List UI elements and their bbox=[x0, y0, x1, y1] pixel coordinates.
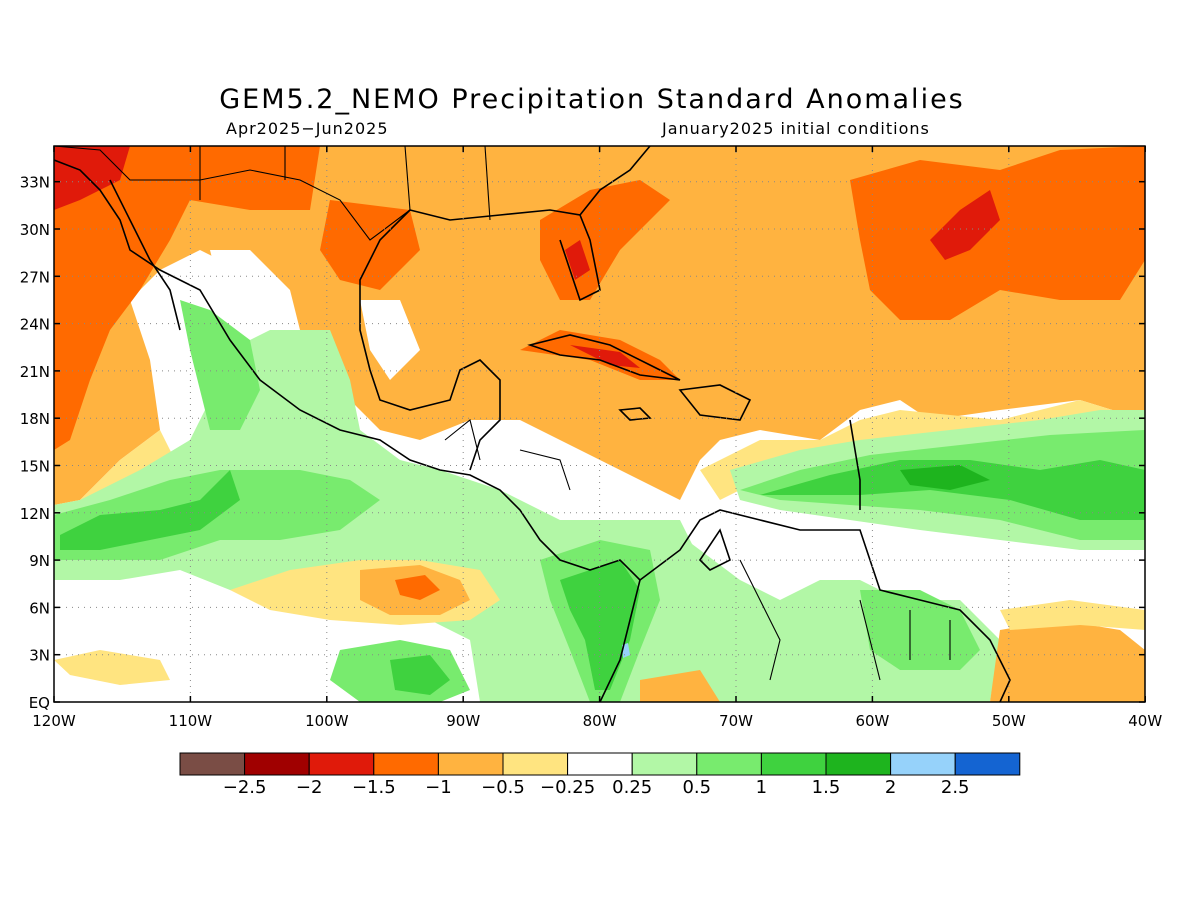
white-gulf bbox=[360, 300, 420, 380]
orange-texas bbox=[320, 200, 420, 290]
lat-label: 27N bbox=[20, 268, 50, 286]
colorbar-swatch bbox=[502, 752, 569, 776]
lat-label: 30N bbox=[20, 221, 50, 239]
colorbar-label: −1.5 bbox=[352, 777, 396, 798]
lat-label: 21N bbox=[20, 363, 50, 381]
colorbar-swatch bbox=[954, 752, 1021, 776]
darker-green-atlantic bbox=[900, 465, 990, 490]
dark-green-pacific-south bbox=[390, 655, 450, 695]
anomaly-fields bbox=[54, 146, 1145, 702]
colorbar-label: 1 bbox=[756, 777, 767, 798]
colorbar-swatch bbox=[373, 752, 439, 776]
lon-label: 120W bbox=[32, 712, 76, 730]
latitude-labels: EQ 3N 6N 9N 12N 15N 18N 21N 24N 27N 30N 33N bbox=[20, 174, 50, 712]
yellow-se-atlantic bbox=[1000, 600, 1145, 630]
colorbar-swatch bbox=[825, 752, 892, 776]
longitude-labels: 120W 110W 100W 90W 80W 70W 60W 50W 40W bbox=[32, 712, 1162, 730]
coastlines bbox=[54, 146, 1011, 702]
colorbar-label: −0.25 bbox=[540, 777, 595, 798]
lat-label: 15N bbox=[20, 458, 50, 476]
orange-spot-pacific bbox=[395, 575, 440, 600]
lon-label: 90W bbox=[446, 712, 480, 730]
colorbar-swatch bbox=[244, 752, 310, 776]
lat-label: 18N bbox=[20, 410, 50, 428]
red-atlantic bbox=[930, 190, 1000, 260]
colorbar-label: 0.25 bbox=[612, 777, 652, 798]
colorbar-labels: −2.5 −2 −1.5 −1 −0.5 −0.25 0.25 0.5 1 1.5 2 2.5 bbox=[223, 777, 970, 798]
colorbar-swatch bbox=[890, 752, 956, 776]
lon-label: 60W bbox=[855, 712, 889, 730]
lat-label: 12N bbox=[20, 505, 50, 523]
colorbar-swatch bbox=[631, 752, 698, 776]
colorbar-swatch bbox=[696, 752, 762, 776]
colorbar-label: 2.5 bbox=[941, 777, 970, 798]
orange-se-atlantic bbox=[990, 620, 1145, 702]
orange-atlantic bbox=[850, 146, 1145, 320]
orange-ne-brazil bbox=[640, 670, 720, 702]
red-northwest bbox=[54, 146, 130, 210]
lat-label: EQ bbox=[29, 694, 50, 712]
colorbar-swatch bbox=[179, 752, 246, 776]
map-title: GEM5.2_NEMO Precipitation Standard Anoma… bbox=[219, 84, 965, 115]
lon-label: 40W bbox=[1128, 712, 1162, 730]
lon-label: 50W bbox=[992, 712, 1026, 730]
lon-label: 70W bbox=[719, 712, 753, 730]
colorbar-label: −0.5 bbox=[481, 777, 525, 798]
colorbar-label: −1 bbox=[425, 777, 452, 798]
forecast-period: Apr2025−Jun2025 bbox=[226, 119, 389, 138]
lat-label: 6N bbox=[29, 599, 50, 617]
colorbar bbox=[179, 752, 1021, 776]
colorbar-label: 1.5 bbox=[812, 777, 841, 798]
borders bbox=[54, 146, 951, 681]
colorbar-label: −2.5 bbox=[223, 777, 267, 798]
lat-label: 3N bbox=[29, 647, 50, 665]
initial-conditions: January2025 initial conditions bbox=[662, 119, 930, 138]
lon-label: 80W bbox=[583, 712, 617, 730]
lat-label: 24N bbox=[20, 316, 50, 334]
yellow-pacific-sw bbox=[54, 650, 170, 685]
colorbar-swatch bbox=[760, 752, 827, 776]
dark-green-pacific bbox=[60, 470, 240, 550]
colorbar-swatch bbox=[437, 752, 504, 776]
colorbar-label: 2 bbox=[885, 777, 896, 798]
colorbar-label: 0.5 bbox=[682, 777, 711, 798]
colorbar-swatch bbox=[308, 752, 375, 776]
white-gulf-west bbox=[210, 250, 300, 330]
axis-ticks bbox=[53, 146, 1146, 703]
colorbar-swatch bbox=[567, 752, 633, 776]
lon-label: 100W bbox=[305, 712, 349, 730]
red-cuba bbox=[570, 345, 640, 368]
red-florida bbox=[565, 240, 590, 280]
lon-label: 110W bbox=[169, 712, 213, 730]
lat-label: 33N bbox=[20, 174, 50, 192]
green-mexico-coast bbox=[180, 300, 260, 430]
lat-label: 9N bbox=[29, 552, 50, 570]
dark-green-atlantic bbox=[760, 460, 1145, 520]
colorbar-label: −2 bbox=[296, 777, 323, 798]
